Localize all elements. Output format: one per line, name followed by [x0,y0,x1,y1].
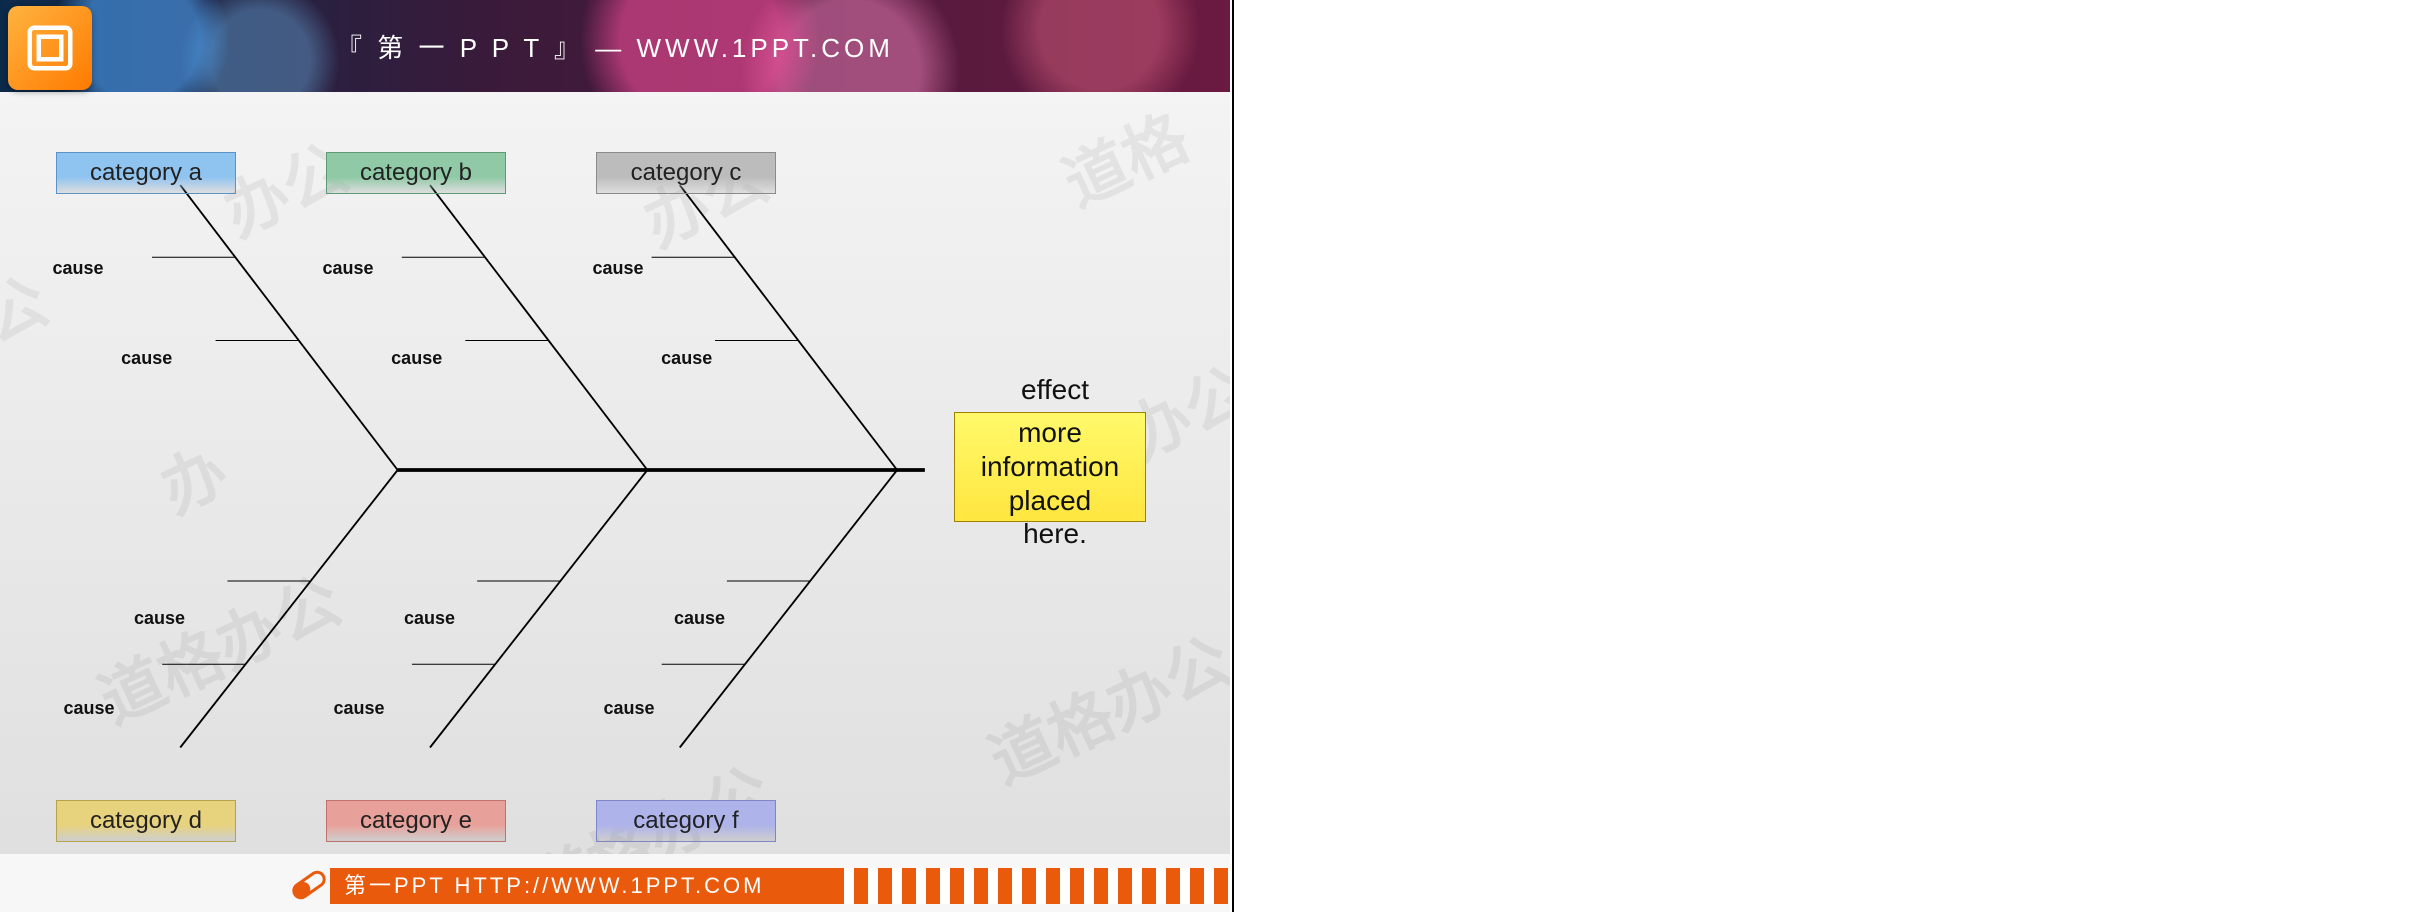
category-label: category a [90,159,202,186]
footer-stripes [830,868,1230,904]
category-box-a: category a [56,152,236,194]
category-box-d: category d [56,800,236,842]
slide: 『 第 一 P P T 』 — WWW.1PPT.COM 公办公办公道格道格办公… [0,0,1230,912]
effect-box: moreinformationplaced [954,412,1146,522]
category-box-f: category f [596,800,776,842]
cause-label: cause [391,348,442,369]
category-box-b: category b [326,152,506,194]
cause-label: cause [674,608,725,629]
cause-label: cause [593,258,644,279]
cause-label: cause [334,698,385,719]
category-label: category e [360,807,472,834]
cause-label: cause [323,258,374,279]
header-text: 『 第 一 P P T 』 — WWW.1PPT.COM [0,28,1230,65]
category-label: category d [90,807,202,834]
slide-icon [23,21,77,75]
footer: 第一PPT HTTP://WWW.1PPT.COM [0,854,1230,912]
cause-label: cause [134,608,185,629]
category-label: category c [631,159,742,186]
cause-label: cause [64,698,115,719]
cause-label: cause [53,258,104,279]
header-banner: 『 第 一 P P T 』 — WWW.1PPT.COM [0,0,1230,92]
category-label: category f [633,807,738,834]
category-label: category b [360,159,472,186]
cause-label: cause [121,348,172,369]
vertical-divider [1232,0,1234,912]
category-box-e: category e [326,800,506,842]
cause-label: cause [604,698,655,719]
footer-text: 第一PPT HTTP://WWW.1PPT.COM [344,873,765,898]
pill-icon [286,862,332,908]
cause-label: cause [661,348,712,369]
app-logo [8,6,92,90]
fishbone-diagram: category a category b category c categor… [0,100,1230,840]
category-box-c: category c [596,152,776,194]
cause-label: cause [404,608,455,629]
